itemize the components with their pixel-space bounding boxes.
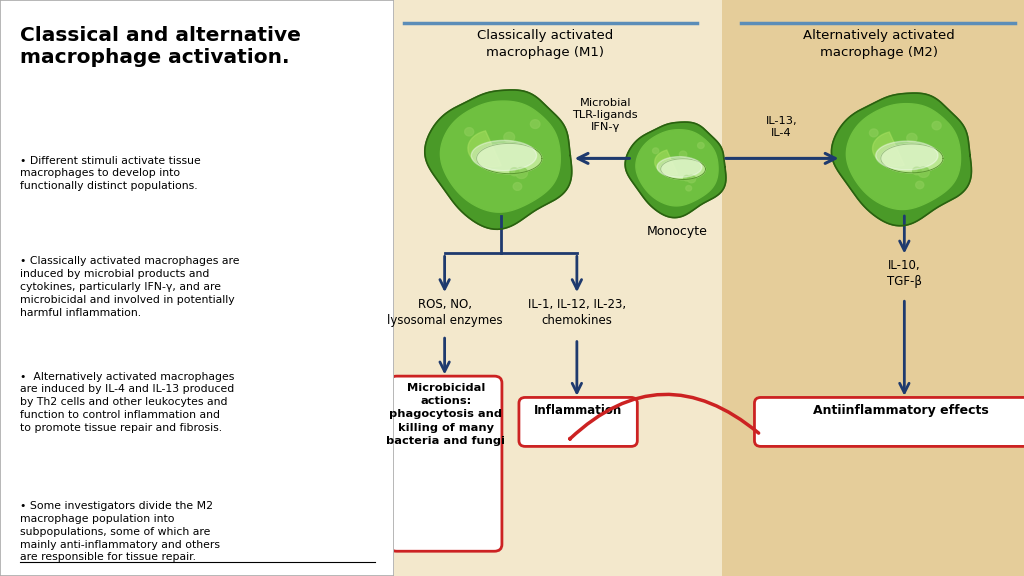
Polygon shape	[440, 101, 560, 212]
Polygon shape	[471, 141, 537, 170]
Polygon shape	[912, 167, 921, 175]
Polygon shape	[654, 150, 678, 175]
Polygon shape	[513, 183, 522, 191]
Polygon shape	[425, 90, 571, 229]
Text: IL-1, IL-12, IL-23,
chemokines: IL-1, IL-12, IL-23, chemokines	[527, 298, 626, 327]
Polygon shape	[468, 131, 501, 166]
Polygon shape	[918, 167, 930, 177]
Text: Classical and alternative
macrophage activation.: Classical and alternative macrophage act…	[19, 26, 301, 67]
Text: • Some investigators divide the M2
macrophage population into
subpopulations, so: • Some investigators divide the M2 macro…	[19, 501, 220, 562]
Polygon shape	[476, 143, 542, 173]
Text: • Classically activated macrophages are
induced by microbial products and
cytoki: • Classically activated macrophages are …	[19, 256, 240, 317]
Polygon shape	[687, 175, 695, 183]
Polygon shape	[679, 151, 687, 158]
Polygon shape	[686, 185, 691, 191]
Text: • Different stimuli activate tissue
macrophages to develop into
functionally dis: • Different stimuli activate tissue macr…	[19, 156, 201, 191]
Text: Alternatively activated
macrophage (M2): Alternatively activated macrophage (M2)	[803, 29, 955, 59]
Polygon shape	[652, 148, 658, 154]
Polygon shape	[831, 93, 972, 226]
Polygon shape	[881, 144, 943, 173]
Text: Inflammation: Inflammation	[534, 404, 623, 418]
Polygon shape	[660, 159, 706, 180]
Text: IL-10,
TGF-β: IL-10, TGF-β	[887, 259, 922, 288]
Polygon shape	[504, 132, 515, 142]
Text: IL-13,
IL-4: IL-13, IL-4	[766, 116, 798, 138]
Polygon shape	[636, 130, 718, 206]
Polygon shape	[872, 132, 904, 166]
Polygon shape	[515, 168, 527, 179]
Text: ROS, NO,
lysosomal enzymes: ROS, NO, lysosomal enzymes	[387, 298, 503, 327]
FancyBboxPatch shape	[755, 397, 1024, 446]
Polygon shape	[510, 168, 519, 176]
Polygon shape	[847, 104, 961, 210]
FancyBboxPatch shape	[389, 376, 502, 551]
Polygon shape	[907, 133, 918, 143]
Text: •  Alternatively activated macrophages
are induced by IL-4 and IL-13 produced
by: • Alternatively activated macrophages ar…	[19, 372, 234, 433]
Text: Microbial
TLR-ligands
IFN-γ: Microbial TLR-ligands IFN-γ	[572, 98, 638, 132]
Polygon shape	[869, 129, 879, 137]
Polygon shape	[657, 157, 701, 177]
Text: Antiinflammatory effects: Antiinflammatory effects	[813, 404, 989, 418]
FancyBboxPatch shape	[519, 397, 637, 446]
Text: Classically activated
macrophage (M1): Classically activated macrophage (M1)	[477, 29, 613, 59]
Polygon shape	[876, 141, 938, 170]
Text: Microbicidal
actions:
phagocytosis and
killing of many
bacteria and fungi: Microbicidal actions: phagocytosis and k…	[386, 383, 506, 446]
Bar	[394, 0, 722, 576]
Text: Monocyte: Monocyte	[647, 225, 708, 238]
Polygon shape	[932, 122, 941, 130]
FancyArrowPatch shape	[569, 395, 759, 439]
Polygon shape	[626, 122, 726, 218]
Polygon shape	[530, 120, 540, 128]
Polygon shape	[697, 142, 705, 149]
Polygon shape	[465, 128, 474, 136]
Polygon shape	[684, 175, 689, 181]
Polygon shape	[915, 181, 924, 189]
